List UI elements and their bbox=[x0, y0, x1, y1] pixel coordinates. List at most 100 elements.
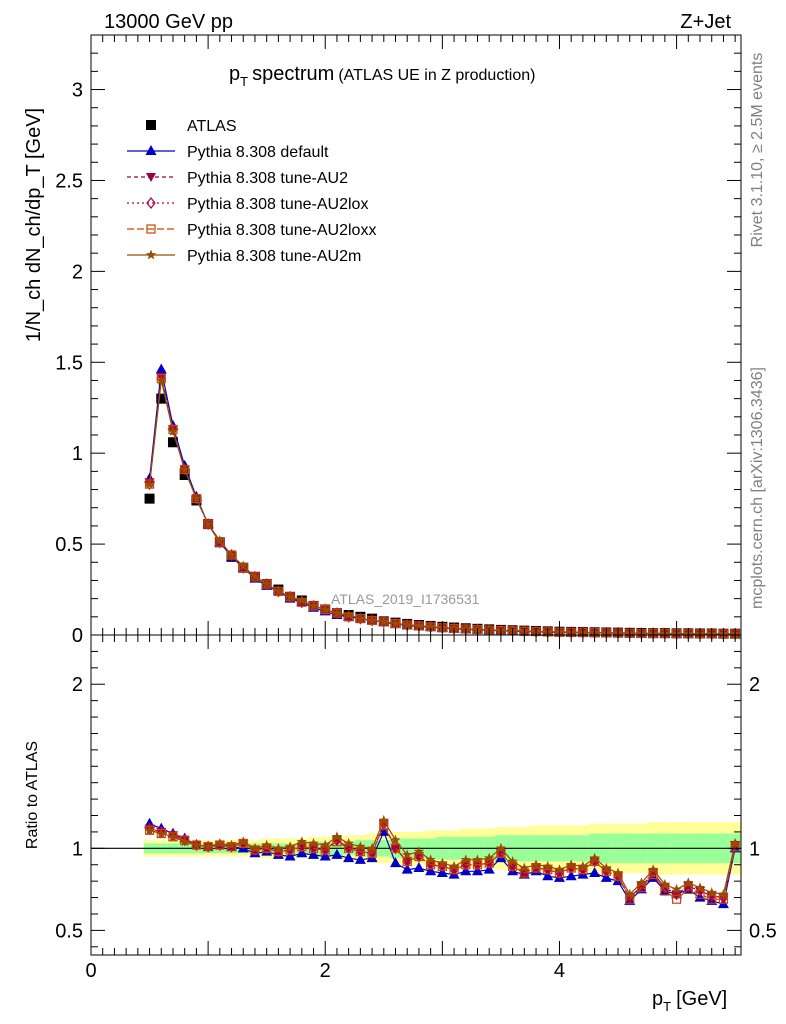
title-sub-t: T bbox=[240, 74, 248, 89]
ratio-point bbox=[390, 857, 402, 868]
ratio-point bbox=[156, 825, 167, 838]
title-spectrum: spectrum bbox=[252, 63, 334, 85]
data-point bbox=[202, 518, 214, 529]
ratio-point bbox=[378, 814, 389, 825]
ratio-point bbox=[683, 884, 693, 894]
ratio-point bbox=[648, 866, 658, 879]
ratio-point bbox=[460, 854, 471, 865]
legend-label: Pythia 8.308 tune-AU2m bbox=[187, 248, 361, 265]
ratio-point bbox=[718, 888, 729, 899]
data-point bbox=[331, 607, 343, 618]
ratio-y-tick-label-left: 2 bbox=[72, 674, 83, 696]
data-point bbox=[308, 600, 319, 611]
data-point bbox=[273, 585, 284, 596]
data-point bbox=[156, 375, 167, 385]
ratio-point bbox=[448, 860, 460, 871]
ratio-point bbox=[343, 837, 354, 848]
ratio-point bbox=[601, 862, 612, 873]
ratio-point bbox=[261, 842, 272, 855]
data-point bbox=[168, 423, 178, 436]
ratio-point bbox=[390, 842, 401, 855]
ratio-point bbox=[706, 889, 717, 902]
ratio-y-tick-label-right: 1 bbox=[749, 838, 760, 860]
ratio-point bbox=[542, 863, 553, 876]
ratio-point bbox=[589, 866, 601, 877]
ratio-point bbox=[565, 859, 577, 870]
legend-entry-au2lox: Pythia 8.308 tune-AU2lox bbox=[127, 196, 368, 213]
ratio-point bbox=[343, 852, 355, 863]
ratio-point bbox=[624, 888, 635, 899]
ratio-point bbox=[308, 837, 319, 848]
ratio-point bbox=[413, 846, 425, 857]
data-point bbox=[155, 363, 167, 374]
mcplots-label: mcplots.cern.ch [arXiv:1306.3436] bbox=[749, 367, 766, 609]
ratio-point bbox=[249, 842, 261, 853]
data-point bbox=[144, 478, 155, 489]
data-point bbox=[366, 615, 378, 625]
rivet-label: Rivet 3.1.10, ≥ 2.5M events bbox=[749, 53, 766, 248]
ratio-point bbox=[144, 822, 155, 835]
ratio-point bbox=[366, 842, 378, 853]
data-point bbox=[320, 604, 331, 614]
data-point bbox=[249, 571, 261, 582]
legend-marker bbox=[146, 120, 156, 130]
y-tick-label: 2 bbox=[72, 261, 83, 283]
ratio-point bbox=[167, 831, 179, 842]
data-point bbox=[214, 535, 226, 545]
legend-label: Pythia 8.308 tune-AU2 bbox=[187, 170, 348, 187]
process-label: Z+Jet bbox=[680, 11, 731, 33]
data-point bbox=[425, 621, 436, 632]
ratio-point bbox=[168, 829, 178, 842]
ratio-y-tick-label-right: 2 bbox=[749, 674, 760, 696]
ratio-point bbox=[577, 860, 589, 871]
data-point bbox=[390, 617, 401, 628]
ratio-point bbox=[285, 844, 295, 856]
data-point bbox=[448, 622, 460, 633]
legend-marker bbox=[146, 197, 156, 209]
ratio-plot-frame bbox=[90, 634, 742, 956]
data-point bbox=[343, 609, 354, 620]
ratio-point bbox=[425, 854, 436, 865]
ratio-point bbox=[296, 836, 307, 847]
ratio-point bbox=[402, 849, 413, 860]
ratio-point bbox=[472, 854, 483, 865]
legend-entry-au2: Pythia 8.308 tune-AU2 bbox=[127, 170, 348, 187]
main-plot-panel: 0 0.5 1 1.5 2 2.5 3 pT spectrum (ATLAS UE in Z p… bbox=[23, 34, 742, 647]
ratio-point bbox=[214, 837, 226, 848]
ratio-point bbox=[273, 845, 284, 858]
ratio-y-axis-label: Ratio to ATLAS bbox=[24, 741, 41, 849]
x-label-unit: [GeV] bbox=[676, 988, 727, 1010]
ratio-point bbox=[636, 877, 647, 888]
x-tick-label: 2 bbox=[320, 960, 331, 982]
ratio-point bbox=[495, 842, 507, 853]
ratio-point bbox=[402, 856, 412, 867]
title-paren: (ATLAS UE in Z production) bbox=[338, 67, 535, 84]
ratio-point bbox=[284, 841, 296, 852]
ratio-y-tick-label-left: 1 bbox=[72, 838, 83, 860]
legend-entry-au2loxx: Pythia 8.308 tune-AU2loxx bbox=[127, 222, 376, 239]
ratio-point bbox=[238, 836, 249, 847]
legend-label: Pythia 8.308 tune-AU2loxx bbox=[187, 222, 376, 239]
data-point bbox=[167, 425, 179, 436]
y-tick-label: 1.5 bbox=[55, 352, 83, 374]
ratio-point bbox=[706, 887, 717, 898]
ratio-point bbox=[565, 870, 577, 881]
x-axis-label: pT [GeV] bbox=[652, 988, 727, 1014]
ratio-point bbox=[355, 841, 366, 852]
ratio-point bbox=[156, 828, 167, 838]
legend-marker bbox=[146, 173, 156, 182]
ratio-point bbox=[261, 839, 272, 850]
x-tick-label: 4 bbox=[554, 960, 565, 982]
ratio-point bbox=[191, 839, 202, 850]
ratio-point bbox=[612, 867, 624, 878]
ratio-point bbox=[354, 853, 366, 864]
legend: ATLAS Pythia 8.308 default Pythia 8.308 tu… bbox=[127, 118, 376, 265]
ratio-point bbox=[718, 891, 729, 904]
legend-label: Pythia 8.308 tune-AU2lox bbox=[187, 196, 368, 213]
data-point bbox=[238, 560, 249, 571]
data-point bbox=[378, 616, 389, 627]
legend-entry-atlas: ATLAS bbox=[146, 118, 237, 135]
ratio-point bbox=[226, 839, 237, 850]
